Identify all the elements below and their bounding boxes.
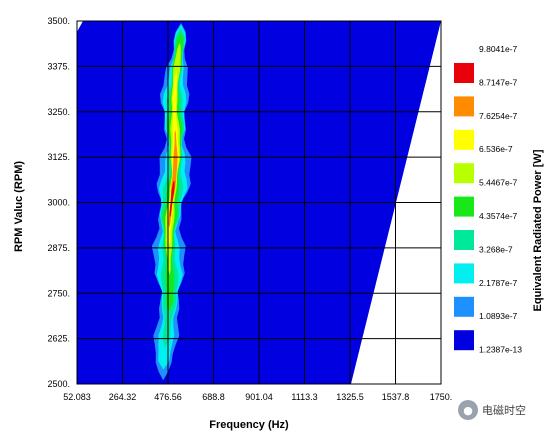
legend-level-label: 3.268e-7 bbox=[479, 244, 513, 254]
y-tick-label: 3125. bbox=[47, 152, 70, 162]
x-tick-label: 1113.3 bbox=[291, 392, 317, 402]
legend-level-label: 9.8041e-7 bbox=[479, 44, 518, 54]
legend-level-label: 1.2387e-13 bbox=[479, 345, 522, 355]
y-tick-label: 3000. bbox=[47, 198, 70, 208]
legend-level-label: 4.3574e-7 bbox=[479, 211, 518, 221]
legend-swatch bbox=[454, 63, 474, 83]
wechat-icon: ● bbox=[458, 400, 478, 420]
legend-level-label: 5.4467e-7 bbox=[479, 178, 518, 188]
y-tick-label: 2750. bbox=[47, 288, 70, 298]
x-tick-label: 264.32 bbox=[109, 392, 137, 402]
x-tick-label: 901.04 bbox=[245, 392, 273, 402]
y-tick-label: 3375. bbox=[47, 61, 70, 71]
y-tick-label: 3250. bbox=[47, 107, 70, 117]
plot-border bbox=[76, 20, 442, 385]
y-tick-label: 3500. bbox=[47, 16, 70, 26]
legend-swatch bbox=[454, 129, 474, 150]
legend-level-label: 2.1787e-7 bbox=[479, 278, 518, 288]
x-tick-label: 476.56 bbox=[154, 392, 182, 402]
y-tick-label: 2875. bbox=[47, 243, 70, 253]
legend-swatch bbox=[454, 230, 474, 250]
legend-swatch bbox=[454, 296, 474, 317]
x-tick-label: 1325.5 bbox=[336, 392, 364, 402]
x-axis-label: Frequency (Hz) bbox=[209, 419, 289, 431]
x-tick-label: 688.8 bbox=[202, 392, 225, 402]
legend-swatch bbox=[454, 330, 474, 351]
color-legend: 9.8041e-7 8.7147e-7 7.6254e-7 6.536e-7 5.446… bbox=[454, 44, 522, 355]
y-tick-labels: 2500. 2625. 2750. 2875. 3000. 3125. 3250. 3375.… bbox=[47, 16, 70, 389]
legend-level-label: 6.536e-7 bbox=[479, 144, 513, 154]
y-axis-label: RPM Valuc (RPM) bbox=[13, 161, 25, 252]
y-tick-label: 2625. bbox=[47, 334, 70, 344]
watermark-text: 电磁时空 bbox=[482, 404, 526, 417]
x-tick-label: 52.083 bbox=[63, 392, 91, 402]
x-tick-label: 1750. bbox=[430, 392, 453, 402]
legend-swatch bbox=[454, 96, 474, 117]
contour-band-0 bbox=[169, 180, 175, 217]
watermark: ● 电磁时空 bbox=[458, 398, 554, 422]
x-tick-labels: 52.083 264.32 476.56 688.8 901.04 1113.3 1325.… bbox=[63, 392, 452, 402]
legend-swatch bbox=[454, 196, 474, 217]
legend-level-label: 1.0893e-7 bbox=[479, 311, 518, 321]
legend-level-label: 7.6254e-7 bbox=[479, 111, 518, 121]
legend-swatch bbox=[454, 163, 474, 184]
y-tick-label: 2500. bbox=[47, 379, 70, 389]
x-tick-label: 1537.8 bbox=[382, 392, 410, 402]
colorbar-label: Equivalent Radiated Power [W] bbox=[532, 149, 544, 311]
legend-swatch bbox=[454, 263, 474, 284]
legend-level-label: 8.7147e-7 bbox=[479, 77, 518, 87]
